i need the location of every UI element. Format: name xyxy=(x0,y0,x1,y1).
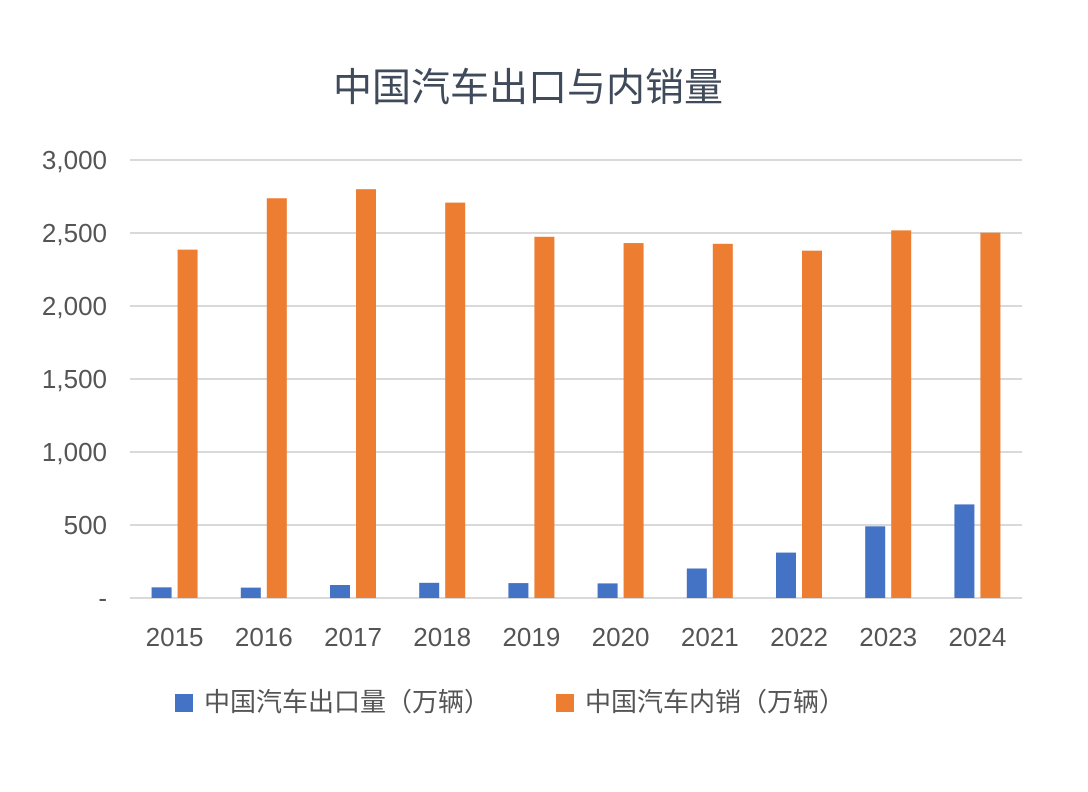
domestic-bar xyxy=(534,236,555,598)
x-tick-label: 2020 xyxy=(592,622,650,652)
x-tick-label: 2019 xyxy=(502,622,560,652)
export-bar xyxy=(776,552,796,598)
domestic-bar xyxy=(802,250,822,598)
export-bar xyxy=(597,583,618,598)
x-tick-label: 2018 xyxy=(413,622,471,652)
y-tick-label: 2,500 xyxy=(42,218,107,248)
axis-labels-layer: - 500 1,000 1,500 2,000 2,500 3,000 2015 2016 201… xyxy=(42,145,1006,652)
x-tick-label: 2015 xyxy=(146,622,204,652)
domestic-bar xyxy=(891,230,912,598)
domestic-bar xyxy=(980,232,1001,598)
y-tick-label: 1,500 xyxy=(42,364,107,394)
legend: 中国汽车出口量（万辆） 中国汽车内销（万辆） xyxy=(175,688,845,718)
chart-title: 中国汽车出口与内销量 xyxy=(333,66,723,111)
x-tick-label: 2023 xyxy=(859,622,917,652)
grid-layer xyxy=(130,159,1022,599)
export-bar xyxy=(508,583,529,598)
domestic-bar xyxy=(266,198,287,598)
export-bar xyxy=(330,585,350,598)
domestic-bar xyxy=(712,243,733,598)
legend-label: 中国汽车出口量（万辆） xyxy=(204,688,490,718)
domestic-bar xyxy=(623,243,644,598)
x-tick-label: 2022 xyxy=(770,622,828,652)
export-bar xyxy=(419,582,440,598)
x-tick-label: 2016 xyxy=(235,622,293,652)
bars-layer xyxy=(151,189,1001,599)
export-bar xyxy=(954,504,975,598)
domestic-bar xyxy=(445,202,466,598)
x-tick-label: 2021 xyxy=(681,622,739,652)
y-tick-label: 2,000 xyxy=(42,291,107,321)
export-bar xyxy=(240,587,261,598)
x-tick-label: 2017 xyxy=(324,622,382,652)
legend-swatch xyxy=(175,694,193,712)
y-tick-label: 500 xyxy=(64,510,107,540)
export-bar xyxy=(686,568,707,598)
legend-label: 中国汽车内销（万辆） xyxy=(585,688,845,718)
domestic-bar xyxy=(177,249,198,599)
legend-swatch xyxy=(556,694,574,712)
y-tick-label: - xyxy=(98,583,107,613)
x-tick-label: 2024 xyxy=(948,622,1006,652)
domestic-bar xyxy=(356,189,376,598)
export-bar xyxy=(151,587,172,598)
y-tick-label: 1,000 xyxy=(42,437,107,467)
y-tick-label: 3,000 xyxy=(42,145,107,175)
export-bar xyxy=(865,526,886,598)
